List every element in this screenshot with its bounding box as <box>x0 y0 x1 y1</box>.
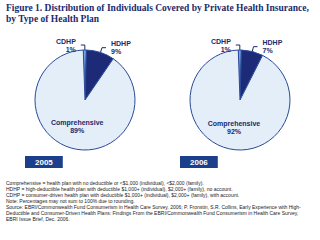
svg-text:HDHP: HDHP <box>111 40 131 47</box>
svg-text:92%: 92% <box>227 128 242 135</box>
html-text:CDHP = consumer-driven health: CDHP = consumer-driven health plan with … <box>6 192 240 198</box>
svg-text:CDHP: CDHP <box>56 38 76 45</box>
svg-text:Comprehensive: Comprehensive <box>208 120 261 128</box>
svg-text:1%: 1% <box>221 46 232 53</box>
svg-text:1%: 1% <box>66 46 77 53</box>
svg-text:7%: 7% <box>262 47 273 54</box>
svg-text:HDHP: HDHP <box>262 39 282 46</box>
html-text:Source: EBRI/Commonwealth Fund: Source: EBRI/Commonwealth Fund Consumeri… <box>6 204 301 222</box>
html-text:Figure 1. Distribution of Indi: Figure 1. Distribution of Individuals Co… <box>6 3 309 24</box>
svg-text:2006: 2006 <box>190 158 208 167</box>
svg-text:CDHP: CDHP <box>211 38 231 45</box>
svg-text:89%: 89% <box>70 127 85 134</box>
svg-text:Comprehensive: Comprehensive <box>51 119 104 127</box>
html-text:HDHP = high-deductible health: HDHP = high-deductible health plan with … <box>6 186 233 192</box>
html-text:Comprehensive = health plan wi: Comprehensive = health plan with no dedu… <box>6 180 204 186</box>
html-text:Note: Percentages may not sum: Note: Percentages may not sum to 100% du… <box>6 198 135 204</box>
svg-text:9%: 9% <box>111 48 122 55</box>
svg-text:2005: 2005 <box>35 158 53 167</box>
